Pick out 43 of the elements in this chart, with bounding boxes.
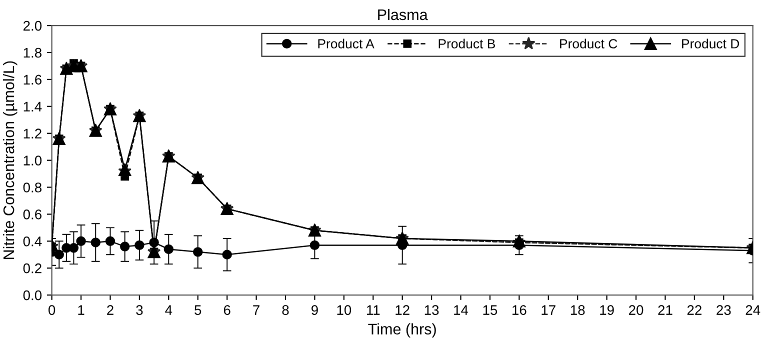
y-tick-label: 1.0 bbox=[24, 156, 42, 166]
y-tick-label: 2.0 bbox=[23, 20, 42, 31]
x-tick-label: 18 bbox=[570, 305, 585, 315]
x-tick-label: 19 bbox=[600, 305, 614, 315]
legend-label: Product C bbox=[560, 38, 618, 48]
x-tick-label: 20 bbox=[628, 305, 644, 315]
x-tick-label: 0 bbox=[48, 305, 56, 315]
x-tick-label: 12 bbox=[396, 305, 410, 315]
x-tick-label: 10 bbox=[337, 305, 352, 315]
chart-title: Plasma bbox=[378, 8, 428, 20]
y-tick-label: 0.8 bbox=[23, 182, 42, 192]
x-tick-label: 2 bbox=[107, 305, 114, 315]
x-tick-label: 9 bbox=[311, 305, 318, 315]
y-tick-label: 1.6 bbox=[24, 74, 42, 85]
x-tick-label: 23 bbox=[716, 305, 731, 315]
x-tick-label: 16 bbox=[512, 305, 526, 315]
x-tick-label: 3 bbox=[136, 305, 143, 315]
x-tick-label: 15 bbox=[483, 305, 498, 315]
legend-label: Product D bbox=[682, 38, 740, 48]
x-tick-label: 17 bbox=[542, 305, 556, 315]
x-tick-label: 8 bbox=[282, 305, 289, 315]
x-tick-label: 13 bbox=[424, 305, 439, 315]
x-tick-label: 6 bbox=[224, 305, 230, 315]
y-tick-label: 0.4 bbox=[23, 236, 42, 246]
y-tick-label: 1.4 bbox=[24, 102, 42, 112]
y-tick-label: 0.6 bbox=[23, 210, 42, 220]
x-tick-label: 5 bbox=[194, 305, 202, 315]
x-tick-label: 1 bbox=[78, 305, 84, 315]
x-tick-label: 24 bbox=[746, 305, 760, 315]
x-tick-label: 22 bbox=[687, 305, 702, 315]
legend-label: Product B bbox=[438, 38, 495, 48]
x-tick-label: 11 bbox=[366, 305, 380, 315]
x-tick-label: 7 bbox=[253, 305, 260, 315]
y-axis-title: Nitrite Concentration (µmol/L) bbox=[2, 61, 18, 259]
y-tick-label: 0.2 bbox=[23, 263, 42, 274]
x-tick-label: 14 bbox=[454, 305, 468, 315]
legend-label: Product A bbox=[318, 38, 374, 48]
x-tick-label: 4 bbox=[165, 305, 172, 315]
y-tick-label: 1.2 bbox=[24, 128, 42, 138]
y-tick-label: 1.8 bbox=[24, 48, 42, 58]
x-axis-title: Time (hrs) bbox=[368, 323, 436, 338]
y-tick-label: 0.0 bbox=[23, 290, 42, 300]
x-tick-label: 21 bbox=[658, 305, 672, 315]
